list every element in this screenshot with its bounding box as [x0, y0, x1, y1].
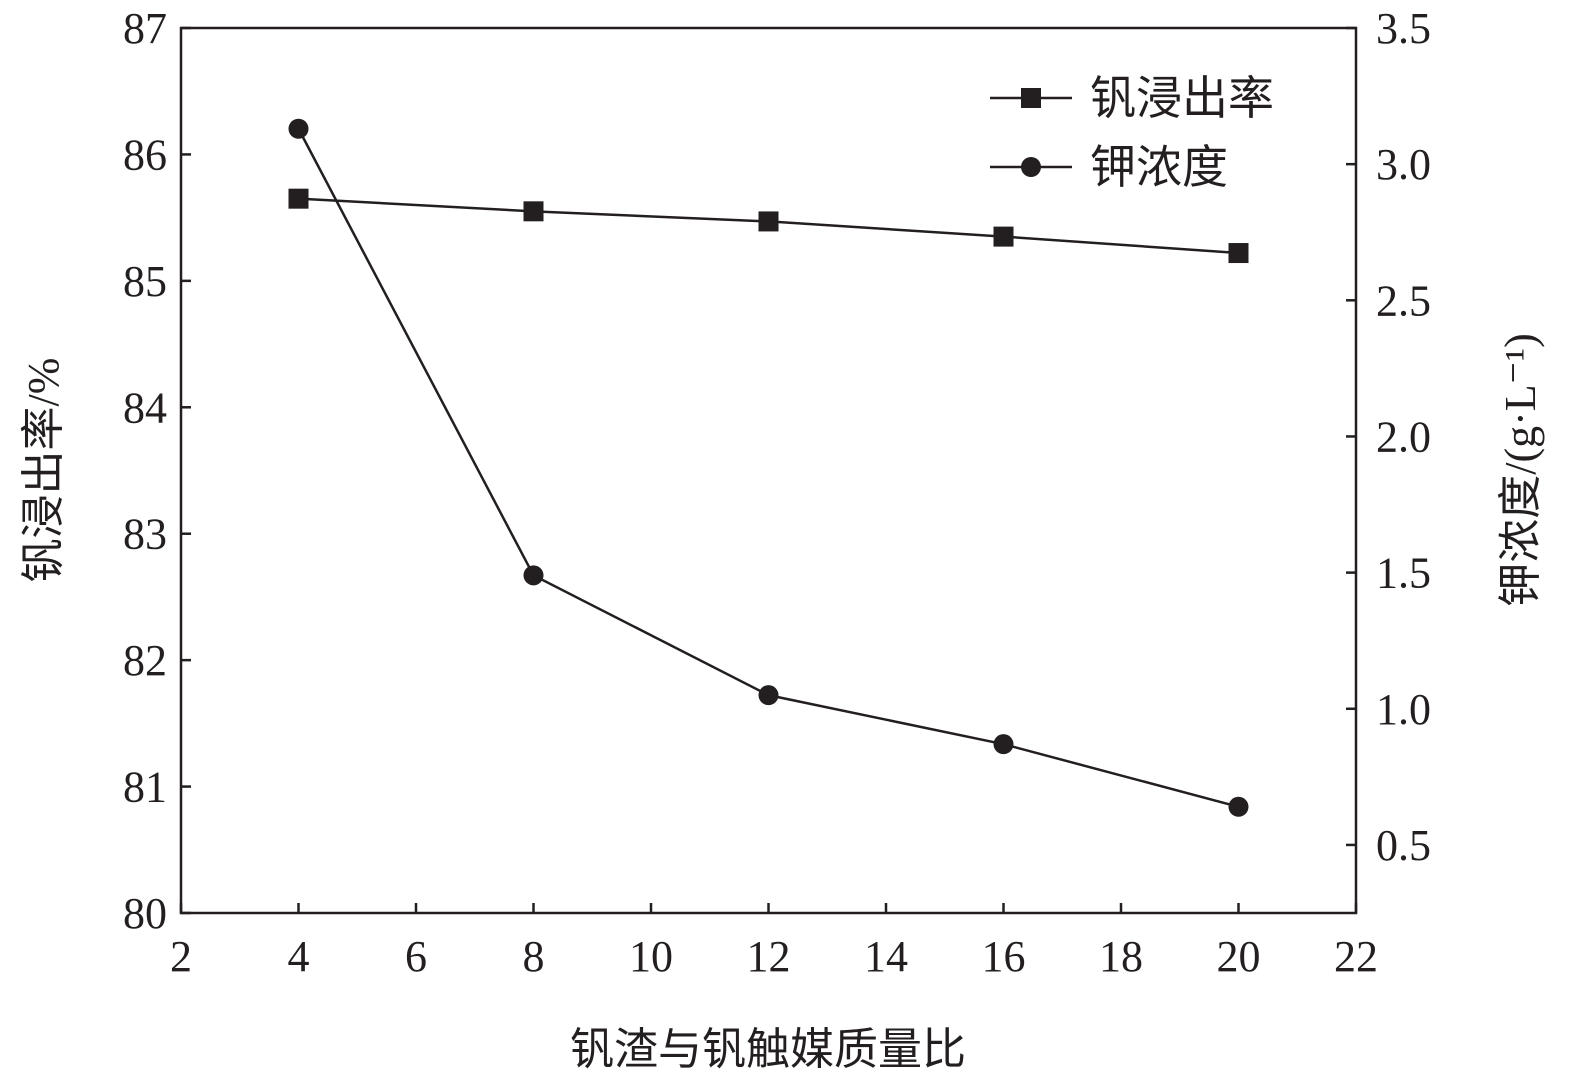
x-tick-label: 22	[1334, 932, 1378, 981]
x-tick-label: 10	[629, 932, 673, 981]
y2-tick-label: 1.0	[1376, 685, 1431, 734]
data-point-square	[758, 211, 779, 232]
data-point-square	[288, 188, 309, 209]
legend-marker-circle	[1021, 157, 1041, 177]
x-tick-label: 16	[982, 932, 1026, 981]
x-tick-label: 14	[864, 932, 908, 981]
y2-tick-label: 2.5	[1376, 276, 1431, 325]
y-tick-label: 84	[123, 383, 167, 432]
legend-label-vanadium: 钒浸出率	[1090, 73, 1274, 124]
y2-tick-label: 3.5	[1376, 4, 1431, 53]
data-point-circle	[758, 685, 779, 706]
y-tick-label: 86	[123, 130, 167, 179]
y-tick-label: 83	[123, 510, 167, 559]
y-tick-label: 85	[123, 257, 167, 306]
data-point-circle	[523, 565, 544, 586]
y-axis-title: 钒浸出率/%	[19, 358, 68, 583]
x-tick-label: 20	[1217, 932, 1261, 981]
legend-label-potassium: 钾浓度	[1090, 142, 1228, 193]
y-tick-label: 82	[123, 636, 167, 685]
x-tick-label: 8	[523, 932, 545, 981]
x-tick-label: 4	[288, 932, 310, 981]
legend-marker-square	[1021, 88, 1041, 108]
x-tick-label: 6	[405, 932, 427, 981]
data-point-square	[1228, 243, 1249, 264]
data-point-square	[993, 226, 1014, 247]
x-tick-label: 2	[170, 932, 192, 981]
y2-tick-label: 3.0	[1376, 140, 1431, 189]
y2-tick-label: 1.5	[1376, 549, 1431, 598]
legend: 钒浸出率 钾浓度	[990, 73, 1274, 193]
y2-tick-label: 2.0	[1376, 412, 1431, 461]
y-tick-label: 87	[123, 4, 167, 53]
data-point-circle	[993, 734, 1014, 755]
y-tick-label: 81	[123, 763, 167, 812]
data-point-circle	[1228, 796, 1249, 817]
x-tick-label: 18	[1099, 932, 1143, 981]
data-point-circle	[288, 118, 309, 139]
y2-tick-label: 0.5	[1376, 821, 1431, 870]
x-tick-label: 12	[747, 932, 791, 981]
y2-axis-title: 钾浓度/(g·L⁻¹)	[1496, 333, 1545, 606]
data-point-square	[523, 201, 544, 222]
x-axis-title: 钒渣与钒触媒质量比	[570, 1025, 966, 1074]
y-tick-label: 80	[123, 889, 167, 938]
